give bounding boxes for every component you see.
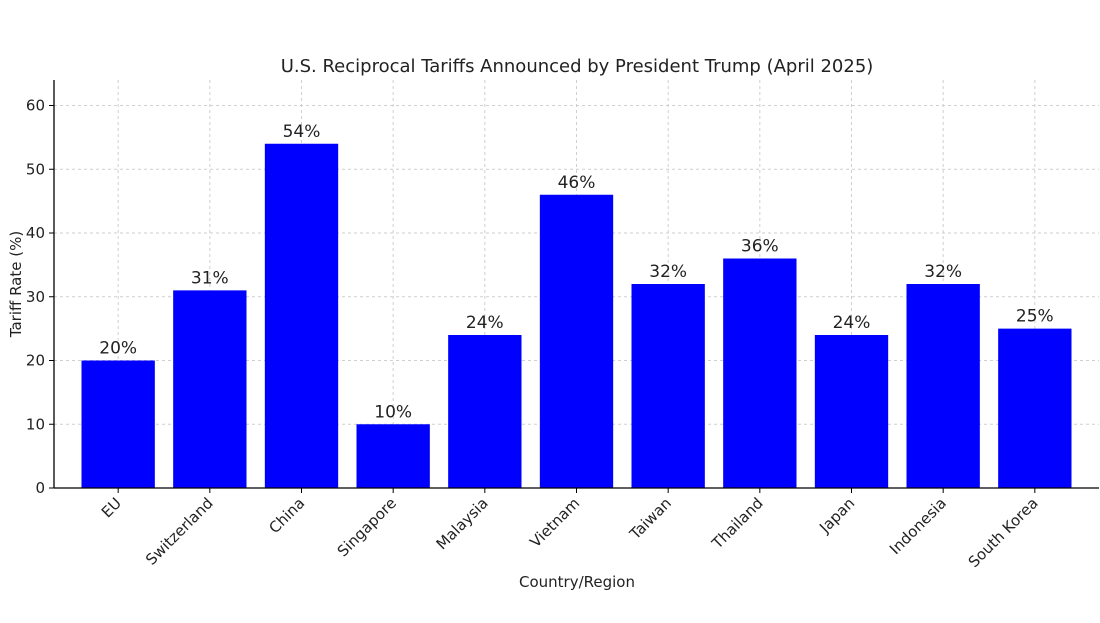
bar — [173, 290, 247, 488]
y-tick-label: 60 — [26, 97, 45, 115]
y-tick-label: 50 — [26, 160, 45, 178]
axes — [49, 80, 1099, 493]
bar-value-label: 24% — [833, 313, 871, 333]
bar-value-label: 31% — [191, 268, 229, 288]
x-tick-label: China — [265, 494, 308, 537]
chart-title: U.S. Reciprocal Tariffs Announced by Pre… — [281, 56, 874, 77]
bar-value-label: 36% — [741, 237, 779, 257]
x-tick-label: Indonesia — [886, 494, 950, 558]
x-tick-label: Japan — [815, 494, 858, 537]
bar — [264, 143, 339, 488]
bars — [81, 143, 1072, 488]
x-tick-label: South Korea — [965, 494, 1042, 571]
x-tick-label: EU — [98, 494, 125, 521]
x-tick-label: Malaysia — [433, 494, 492, 553]
bar — [998, 328, 1072, 488]
bar-value-label: 10% — [374, 402, 412, 422]
y-tick-label: 20 — [26, 352, 45, 370]
x-tick-label: Vietnam — [526, 494, 583, 551]
bar — [814, 335, 889, 488]
bar-value-label: 46% — [558, 173, 596, 193]
x-tick-label: Switzerland — [142, 494, 217, 569]
bar — [723, 258, 797, 488]
bar — [906, 284, 980, 488]
x-tick-label: Thailand — [708, 494, 767, 553]
y-tick-label: 30 — [26, 288, 45, 306]
x-tick-labels: EU Switzerland China Singapore Malaysia Vietn… — [98, 494, 1042, 571]
x-tick-label: Taiwan — [625, 494, 675, 544]
bar-value-label: 20% — [99, 339, 137, 359]
x-axis-label: Country/Region — [519, 573, 635, 591]
y-tick-label: 40 — [26, 224, 45, 242]
x-tick-label: Singapore — [334, 494, 400, 560]
bar — [81, 360, 155, 488]
bar-value-labels: 20% 31% 54% 10% 24% 46% 32% 36% 24% 32% 25% — [99, 122, 1053, 423]
bar — [356, 424, 430, 488]
y-tick-label: 10 — [26, 415, 45, 433]
bar — [539, 194, 614, 488]
bar-value-label: 32% — [924, 262, 962, 282]
bar — [448, 335, 522, 488]
bar — [631, 284, 705, 488]
y-axis-label: Tariff Rate (%) — [7, 231, 25, 338]
bar-value-label: 25% — [1016, 307, 1054, 327]
bar-value-label: 24% — [466, 313, 504, 333]
y-tick-labels: 0 10 20 30 40 50 60 — [26, 97, 45, 498]
bar-value-label: 32% — [649, 262, 687, 282]
bar-value-label: 54% — [283, 122, 321, 142]
y-tick-label: 0 — [35, 479, 45, 497]
